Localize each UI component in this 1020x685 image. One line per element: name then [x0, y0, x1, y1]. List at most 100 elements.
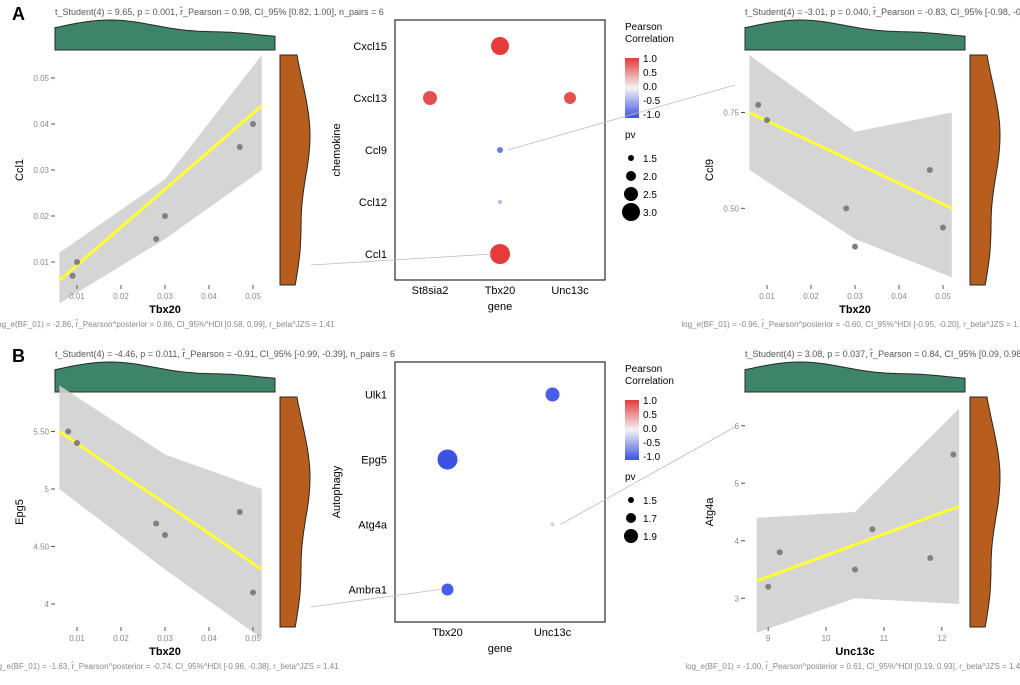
y-axis-label: Ccl1: [14, 159, 26, 181]
svg-text:0.05: 0.05: [245, 292, 261, 301]
svg-text:9: 9: [766, 634, 771, 643]
legend-scale-label: 0.0: [643, 424, 657, 435]
bubble-point: [551, 523, 555, 527]
legend-gradient: [625, 58, 639, 118]
bubble-point: [442, 584, 454, 596]
data-point: [153, 521, 159, 527]
legend-pv-title: pv: [625, 130, 636, 141]
legend-pv-title: pv: [625, 472, 636, 483]
svg-panel-B: t_Student(4) = -4.46, p = 0.011, r̂_Pear…: [0, 342, 1020, 685]
bubble-y-label: Cxcl15: [353, 41, 387, 53]
svg-text:0.04: 0.04: [201, 634, 217, 643]
data-point: [764, 117, 770, 123]
y-axis-label: Atg4a: [704, 497, 716, 527]
bubble-x-label: Unc13c: [551, 285, 589, 297]
panel-letter: A: [12, 4, 25, 24]
legend-pv-label: 1.5: [643, 154, 657, 165]
bubble-x-label: Unc13c: [534, 627, 572, 639]
legend-pv-label: 2.0: [643, 172, 657, 183]
x-axis-label: Tbx20: [149, 304, 181, 316]
bubble-y-label: Ulk1: [365, 390, 387, 402]
bubble-point: [438, 450, 458, 470]
legend-corr-title: Pearson: [625, 22, 662, 33]
legend-pv-dot: [624, 529, 638, 543]
marginal-right-density: [280, 55, 310, 285]
legend-corr-title: Correlation: [625, 34, 674, 45]
bubble-x-label: St8sia2: [412, 285, 449, 297]
svg-text:0.03: 0.03: [157, 634, 173, 643]
legend-pv-label: 1.9: [643, 532, 657, 543]
svg-text:4: 4: [735, 537, 740, 546]
bubble-point: [423, 91, 437, 105]
stats-caption: log_e(BF_01) = -1.63, r̂_Pearson^posteri…: [0, 662, 339, 671]
legend-scale-label: 0.0: [643, 82, 657, 93]
data-point: [74, 440, 80, 446]
x-axis-label: Tbx20: [839, 304, 871, 316]
svg-text:0.03: 0.03: [33, 166, 49, 175]
stats-top-text: t_Student(4) = 3.08, p = 0.037, r̂_Pears…: [745, 348, 1020, 359]
data-point: [162, 532, 168, 538]
legend-scale-label: 1.0: [643, 54, 657, 65]
legend-scale-label: -0.5: [643, 96, 661, 107]
data-point: [869, 526, 875, 532]
svg-text:0.01: 0.01: [33, 258, 49, 267]
svg-text:0.01: 0.01: [69, 292, 85, 301]
bubble-ylabel: chemokine: [331, 123, 343, 176]
x-axis-label: Unc13c: [835, 646, 874, 658]
stats-top-text: t_Student(4) = -3.01, p = 0.040, r̂_Pear…: [745, 6, 1020, 17]
stats-top-text: t_Student(4) = -4.46, p = 0.011, r̂_Pear…: [55, 348, 395, 359]
svg-text:0.02: 0.02: [113, 634, 129, 643]
svg-text:0.02: 0.02: [33, 212, 49, 221]
bubble-y-label: Atg4a: [358, 520, 388, 532]
data-point: [237, 509, 243, 515]
svg-text:12: 12: [937, 634, 946, 643]
stats-caption: log_e(BF_01) = -0.96, r̂_Pearson^posteri…: [681, 320, 1020, 329]
bubble-y-label: Ccl9: [365, 145, 387, 157]
bubble-point: [490, 244, 510, 264]
svg-text:0.04: 0.04: [891, 292, 907, 301]
data-point: [74, 259, 80, 265]
svg-text:10: 10: [822, 634, 831, 643]
data-point: [162, 213, 168, 219]
data-point: [70, 273, 76, 279]
y-axis-label: Epg5: [14, 499, 26, 525]
data-point: [765, 584, 771, 590]
legend-scale-label: -1.0: [643, 452, 661, 463]
regression-line: [59, 106, 261, 281]
marginal-right-density: [970, 397, 1000, 627]
svg-text:0.04: 0.04: [33, 120, 49, 129]
bubble-point: [491, 37, 509, 55]
bubble-point: [564, 92, 576, 104]
legend-corr-title: Pearson: [625, 364, 662, 375]
legend-scale-label: 1.0: [643, 396, 657, 407]
legend-pv-dot: [624, 187, 638, 201]
bubble-y-label: Ambra1: [348, 585, 387, 597]
svg-text:4: 4: [45, 600, 50, 609]
legend-pv-label: 2.5: [643, 190, 657, 201]
legend-pv-dot: [626, 171, 636, 181]
svg-panel-A: t_Student(4) = 9.65, p = 0.001, r̂_Pears…: [0, 0, 1020, 342]
confidence-ribbon: [749, 55, 951, 277]
data-point: [250, 590, 256, 596]
svg-text:0.03: 0.03: [157, 292, 173, 301]
bubble-y-label: Ccl12: [359, 197, 387, 209]
bubble-x-label: Tbx20: [485, 285, 516, 297]
bubble-point: [546, 388, 560, 402]
svg-text:0.02: 0.02: [803, 292, 819, 301]
legend-pv-dot: [626, 513, 636, 523]
page-root: t_Student(4) = 9.65, p = 0.001, r̂_Pears…: [0, 0, 1020, 685]
legend-gradient: [625, 400, 639, 460]
svg-text:6: 6: [735, 422, 740, 431]
marginal-top-density: [745, 362, 965, 392]
legend-scale-label: -1.0: [643, 110, 661, 121]
bubble-xlabel: gene: [488, 643, 512, 655]
svg-text:0.01: 0.01: [759, 292, 775, 301]
bubble-point: [498, 200, 502, 204]
legend-pv-label: 1.7: [643, 514, 657, 525]
connector-line: [311, 254, 492, 265]
svg-text:5: 5: [45, 485, 50, 494]
data-point: [250, 121, 256, 127]
stats-top-text: t_Student(4) = 9.65, p = 0.001, r̂_Pears…: [55, 6, 384, 17]
legend-scale-label: 0.5: [643, 68, 657, 79]
data-point: [927, 167, 933, 173]
